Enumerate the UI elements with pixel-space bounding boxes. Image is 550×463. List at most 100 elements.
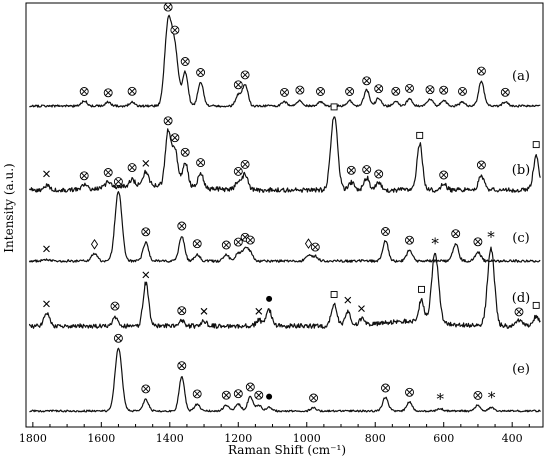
otimes-cross: [382, 384, 389, 392]
otimes-cross: [426, 86, 434, 93]
otimes-cross: [171, 134, 179, 141]
peak-marker-otimes: [295, 85, 305, 95]
otimes-cross: [478, 67, 485, 75]
peak-marker-otimes: [79, 171, 89, 181]
otimes-cross: [223, 241, 230, 249]
plot-frame: [25, 2, 544, 428]
spectrum-line: [28, 246, 541, 329]
peak-marker-dot: [266, 295, 273, 302]
peak-marker-otimes: [451, 229, 461, 239]
x-marker: [43, 245, 50, 253]
otimes-cross: [363, 166, 370, 173]
x-marker: [43, 300, 50, 308]
otimes-cross: [197, 159, 204, 166]
peak-marker-square: [330, 103, 338, 111]
otimes-cross: [194, 390, 201, 398]
square-marker: [532, 141, 540, 149]
otimes-cross: [312, 243, 319, 251]
square-marker: [330, 291, 338, 298]
peak-marker-otimes: [309, 393, 319, 403]
x-axis-label: Raman Shift (cm⁻¹): [228, 443, 346, 457]
peak-marker-otimes: [163, 2, 173, 12]
otimes-cross: [247, 236, 254, 244]
otimes-cross: [178, 222, 185, 230]
x-marker: [255, 307, 263, 315]
spectrum-a: (a): [29, 2, 541, 108]
star-marker: *: [437, 390, 445, 408]
peak-marker-otimes: [163, 116, 173, 126]
dot-marker: [266, 295, 273, 302]
peak-marker-x: [142, 271, 150, 279]
y-axis-label: Intensity (a.u.): [2, 163, 16, 252]
otimes-cross: [182, 149, 189, 156]
peak-marker-otimes: [458, 86, 467, 96]
peak-marker-otimes: [113, 177, 123, 187]
series-label: (b): [512, 163, 530, 178]
x-marker: [200, 307, 208, 315]
x-marker: [142, 271, 150, 279]
peak-marker-otimes: [233, 389, 243, 399]
otimes-cross: [128, 88, 136, 95]
peak-marker-star: *: [487, 228, 495, 246]
spectrum-b: (b): [28, 103, 541, 193]
peak-marker-otimes: [233, 166, 243, 176]
peak-marker-otimes: [127, 163, 137, 173]
otimes-cross: [194, 240, 201, 247]
peak-marker-otimes: [280, 87, 289, 97]
x-marker: [358, 305, 365, 312]
peak-marker-otimes: [476, 66, 486, 76]
peak-marker-x: [255, 307, 263, 315]
otimes-cross: [375, 85, 382, 92]
otimes-cross: [128, 164, 136, 171]
peak-marker-otimes: [374, 169, 384, 179]
spectrum-line: [28, 116, 541, 193]
peak-marker-otimes: [196, 68, 206, 77]
otimes-cross: [474, 392, 482, 399]
peak-marker-otimes: [141, 227, 151, 237]
otimes-cross: [255, 392, 262, 399]
x-tick-label: 1200: [224, 432, 252, 445]
peak-marker-x: [43, 245, 50, 253]
spectrum-d: * * (d): [28, 228, 541, 329]
square-marker: [330, 103, 338, 111]
star-marker: *: [488, 389, 496, 407]
otimes-cross: [363, 77, 370, 84]
x-tick-label: 800: [365, 432, 386, 445]
peak-marker-otimes: [233, 237, 243, 247]
otimes-cross: [197, 69, 204, 76]
otimes-cross: [115, 178, 122, 185]
otimes-cross: [235, 390, 242, 397]
otimes-cross: [182, 58, 189, 65]
peak-marker-x: [142, 160, 150, 167]
peak-marker-otimes: [141, 384, 151, 394]
otimes-cross: [142, 385, 149, 393]
peak-marker-otimes: [240, 159, 250, 169]
peak-marker-otimes: [245, 382, 255, 392]
otimes-cross: [502, 89, 509, 96]
spectrum-line: [29, 347, 541, 413]
peak-marker-otimes: [425, 85, 435, 95]
otimes-cross: [392, 88, 399, 95]
dot-marker: [266, 393, 273, 400]
peak-marker-otimes: [362, 76, 372, 86]
otimes-cross: [81, 88, 88, 95]
otimes-cross: [440, 171, 447, 179]
peak-marker-otimes: [362, 165, 372, 175]
peak-marker-diamond: [90, 238, 99, 250]
peak-marker-x: [344, 296, 352, 304]
otimes-cross: [111, 302, 119, 310]
peak-marker-square: [532, 141, 540, 149]
otimes-cross: [105, 89, 112, 96]
peak-marker-otimes: [473, 237, 483, 247]
square-marker: [418, 285, 425, 293]
peak-marker-otimes: [233, 80, 243, 90]
x-tick-label: 1800: [19, 432, 47, 445]
otimes-cross: [171, 26, 179, 34]
peak-marker-star: *: [437, 390, 445, 408]
otimes-cross: [223, 392, 230, 399]
peak-marker-otimes: [345, 87, 355, 96]
otimes-cross: [178, 307, 185, 314]
diamond-marker: [90, 238, 99, 250]
peak-marker-otimes: [310, 242, 320, 252]
peak-marker-x: [43, 170, 50, 178]
